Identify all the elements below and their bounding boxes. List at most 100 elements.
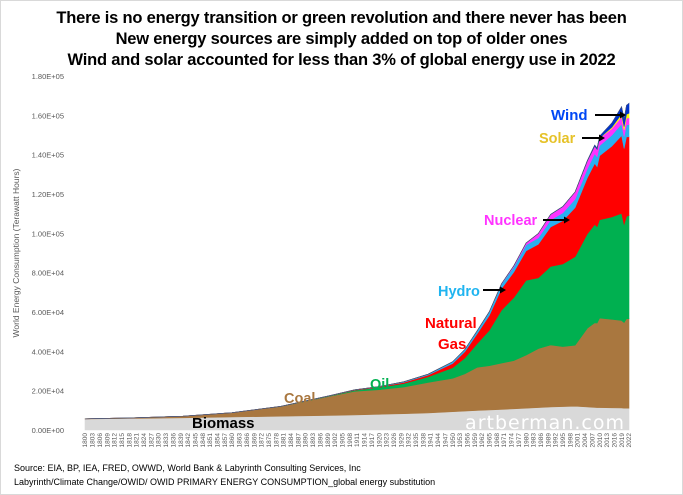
source-line-1: Source: EIA, BP, IEA, FRED, OWWD, World …	[14, 463, 361, 473]
x-tick-label: 1944	[435, 433, 442, 448]
area-series-group	[84, 102, 630, 431]
x-tick-label: 1950	[450, 433, 457, 448]
x-tick-label: 1968	[494, 433, 501, 448]
x-tick-label: 1926	[391, 433, 398, 448]
x-tick-label: 1956	[465, 433, 472, 448]
x-tick-label: 1986	[538, 433, 545, 448]
chart-title-line-1: There is no energy transition or green r…	[56, 9, 627, 27]
y-tick-label: 2.00E+04	[32, 387, 64, 396]
source-line-2: Labyrinth/Climate Change/OWID/ OWID PRIM…	[14, 477, 436, 487]
chart-title-line-3: Wind and solar accounted for less than 3…	[67, 51, 616, 69]
label-gas: Gas	[438, 336, 466, 353]
x-tick-label: 1908	[347, 433, 354, 448]
x-tick-label: 1911	[354, 433, 361, 447]
x-tick-label: 1977	[516, 433, 523, 448]
x-tick-label: 1974	[509, 433, 516, 448]
y-tick-label: 8.00E+04	[32, 269, 64, 278]
x-tick-label: 2007	[589, 433, 596, 448]
label-nuclear: Nuclear	[484, 213, 538, 229]
x-tick-label: 1842	[185, 433, 192, 448]
x-tick-label: 1809	[104, 433, 111, 448]
x-tick-label: 2016	[612, 433, 619, 448]
x-tick-label: 1902	[332, 433, 339, 448]
x-tick-label: 1899	[325, 433, 332, 448]
x-tick-label: 1914	[362, 433, 369, 448]
x-axis: 1800 1803 1806 1809 1812 1815 1818 1821 1824 1827…	[82, 433, 633, 448]
series-labels: Biomass Coal Oil Natural Gas Hydro Nuclear Sola…	[192, 107, 626, 432]
x-tick-label: 1941	[428, 433, 435, 448]
y-tick-label: 1.60E+05	[32, 111, 64, 120]
x-tick-label: 1839	[178, 433, 185, 448]
x-tick-label: 2019	[619, 433, 626, 448]
x-tick-label: 1866	[244, 433, 251, 448]
x-tick-label: 1917	[369, 433, 376, 448]
x-tick-label: 1848	[200, 433, 207, 448]
y-tick-label: 1.00E+05	[32, 229, 64, 238]
x-tick-label: 1992	[553, 433, 560, 448]
x-tick-label: 2022	[626, 433, 633, 448]
x-tick-label: 1998	[567, 433, 574, 448]
arrowhead-hydro	[500, 286, 506, 294]
x-tick-label: 1863	[237, 433, 244, 448]
label-wind: Wind	[551, 107, 588, 124]
x-tick-label: 1803	[90, 433, 97, 448]
x-tick-label: 1953	[457, 433, 464, 448]
x-tick-label: 1938	[420, 433, 427, 448]
y-tick-label: 1.20E+05	[32, 190, 64, 199]
x-tick-label: 1965	[487, 433, 494, 448]
label-hydro: Hydro	[438, 284, 480, 300]
x-tick-label: 1860	[229, 433, 236, 448]
x-tick-label: 1815	[119, 433, 126, 448]
x-tick-label: 2004	[582, 433, 589, 448]
x-tick-label: 1851	[207, 433, 214, 448]
x-tick-label: 1812	[112, 433, 119, 448]
x-tick-label: 1983	[531, 433, 538, 448]
watermark: artberman.com	[465, 412, 625, 434]
x-tick-label: 1971	[501, 433, 508, 448]
x-tick-label: 1818	[126, 433, 133, 448]
x-tick-label: 1890	[303, 433, 310, 448]
x-tick-label: 1800	[82, 433, 89, 448]
x-tick-label: 1830	[156, 433, 163, 448]
chart-title-line-2: New energy sources are simply added on t…	[115, 30, 568, 48]
arrowhead-solar	[599, 134, 605, 142]
x-tick-label: 1872	[259, 433, 266, 448]
x-tick-label: 2013	[604, 433, 611, 448]
y-tick-label: 1.40E+05	[32, 151, 64, 160]
x-tick-label: 1806	[97, 433, 104, 448]
x-tick-label: 1824	[141, 433, 148, 448]
y-tick-label: 1.80E+05	[32, 72, 64, 81]
x-tick-label: 1854	[215, 433, 222, 448]
x-tick-label: 1827	[148, 433, 155, 448]
total-outline	[84, 103, 630, 420]
x-tick-label: 1836	[170, 433, 177, 448]
x-tick-label: 1947	[442, 433, 449, 448]
x-tick-label: 1821	[134, 433, 141, 448]
x-tick-label: 1887	[295, 433, 302, 448]
x-tick-label: 1923	[384, 433, 391, 448]
x-tick-label: 1881	[281, 433, 288, 448]
x-tick-label: 1989	[545, 433, 552, 448]
x-tick-label: 1980	[523, 433, 530, 448]
x-tick-label: 1929	[398, 433, 405, 448]
x-tick-label: 1878	[273, 433, 280, 448]
x-tick-label: 1884	[288, 433, 295, 448]
x-tick-label: 1920	[376, 433, 383, 448]
x-tick-label: 1962	[479, 433, 486, 448]
label-solar: Solar	[539, 131, 576, 147]
x-tick-label: 1959	[472, 433, 479, 448]
x-tick-label: 1935	[413, 433, 420, 448]
y-axis-label: World Energy Consumption (Terawatt Hours…	[11, 168, 21, 337]
arrowhead-nuclear	[564, 216, 570, 224]
arrowhead-wind	[620, 111, 626, 119]
label-coal: Coal	[284, 391, 315, 407]
x-tick-label: 1833	[163, 433, 170, 448]
y-axis: 0.00E+00 2.00E+04 4.00E+04 6.00E+04 8.00E+04…	[32, 72, 64, 435]
x-tick-label: 1932	[406, 433, 413, 448]
x-tick-label: 1857	[222, 433, 229, 448]
label-oil: Oil	[370, 377, 389, 393]
x-tick-label: 2010	[597, 433, 604, 448]
label-natural: Natural	[425, 315, 477, 332]
x-tick-label: 2001	[575, 433, 582, 448]
